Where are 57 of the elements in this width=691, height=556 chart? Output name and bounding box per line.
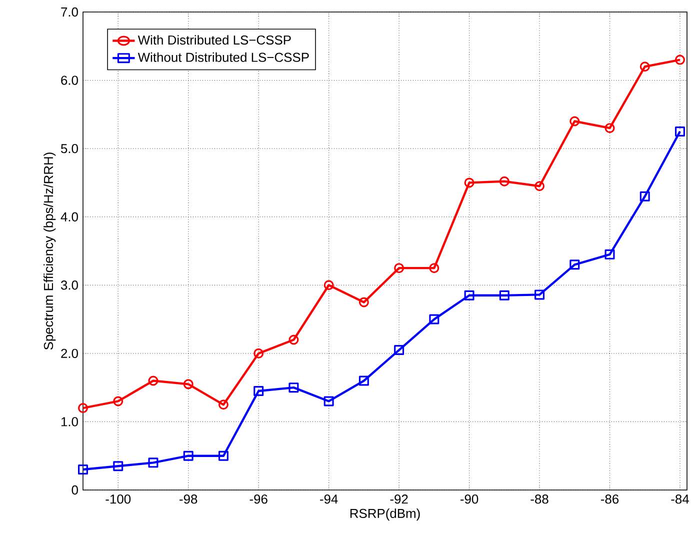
point	[429, 263, 440, 274]
x-tick-label: -96	[250, 494, 268, 504]
x-tick-label: -92	[390, 494, 408, 504]
point	[148, 458, 158, 468]
point	[183, 379, 194, 390]
point	[640, 62, 650, 72]
x-tick-label: -84	[671, 494, 689, 504]
point	[78, 403, 88, 414]
y-tick-label: 3.0	[60, 280, 78, 290]
point	[254, 348, 264, 358]
legend-label: Without Distributed LS−CSSP	[138, 52, 309, 62]
point	[148, 376, 158, 386]
point	[640, 191, 650, 202]
point	[358, 297, 369, 308]
point	[394, 345, 404, 356]
point	[324, 280, 334, 290]
point	[464, 290, 474, 300]
legend-label: With Distributed LS−CSSP	[138, 35, 291, 45]
point	[113, 461, 124, 472]
point	[254, 386, 264, 396]
point	[604, 123, 615, 134]
x-tick-label: -100	[106, 494, 131, 504]
y-axis-title: Spectrum Efficiency (bps/Hz/RRH)	[44, 152, 56, 350]
point	[604, 249, 615, 260]
y-tick-label: 1.0	[61, 417, 78, 426]
x-tick-label: -90	[460, 494, 478, 504]
y-tick-label: 7.0	[61, 7, 78, 17]
point	[570, 260, 580, 270]
point	[570, 116, 580, 126]
y-tick-label: 0	[72, 485, 78, 495]
point	[288, 382, 299, 393]
x-tick-label: -86	[600, 494, 619, 504]
point	[288, 334, 299, 345]
point	[534, 290, 545, 300]
point	[534, 181, 545, 192]
point	[113, 396, 124, 406]
x-axis-title: RSRP(dBm)	[350, 508, 420, 521]
y-tick-label: 6.0	[61, 76, 78, 85]
x-tick-label: -94	[320, 494, 338, 504]
point	[674, 126, 685, 136]
point	[464, 178, 474, 188]
y-tick-label: 5.0	[60, 144, 78, 154]
point	[78, 464, 88, 475]
point	[429, 314, 440, 324]
point	[394, 263, 404, 274]
point	[183, 450, 194, 461]
y-tick-label: 2.0	[61, 348, 78, 358]
point	[218, 400, 228, 410]
point	[324, 396, 334, 406]
point	[499, 290, 510, 300]
point	[218, 450, 228, 461]
point	[358, 376, 369, 386]
point	[499, 176, 510, 186]
point	[674, 54, 685, 65]
y-tick-label: 4.0	[60, 212, 78, 222]
x-tick-label: -98	[180, 494, 198, 504]
x-tick-label: -88	[530, 494, 548, 504]
